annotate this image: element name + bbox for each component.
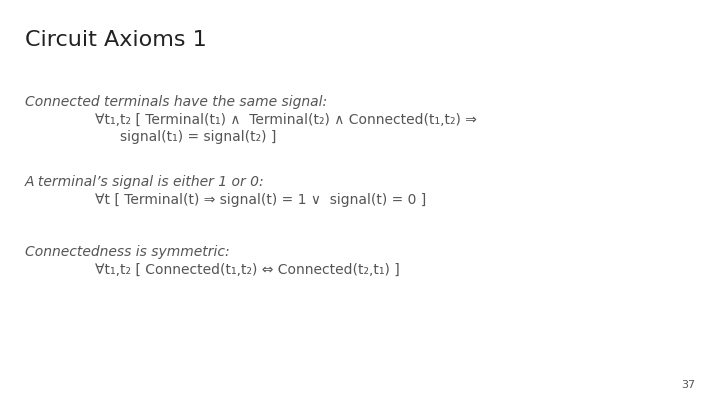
Text: Connectedness is symmetric:: Connectedness is symmetric:	[25, 245, 230, 259]
Text: ∀t [ Terminal(t) ⇒ signal(t) = 1 ∨  signal(t) = 0 ]: ∀t [ Terminal(t) ⇒ signal(t) = 1 ∨ signa…	[95, 193, 426, 207]
Text: ∀t₁,t₂ [ Connected(t₁,t₂) ⇔ Connected(t₂,t₁) ]: ∀t₁,t₂ [ Connected(t₁,t₂) ⇔ Connected(t₂…	[95, 263, 400, 277]
Text: 37: 37	[681, 380, 695, 390]
Text: ∀t₁,t₂ [ Terminal(t₁) ∧  Terminal(t₂) ∧ Connected(t₁,t₂) ⇒: ∀t₁,t₂ [ Terminal(t₁) ∧ Terminal(t₂) ∧ C…	[95, 113, 477, 127]
Text: Connected terminals have the same signal:: Connected terminals have the same signal…	[25, 95, 327, 109]
Text: A terminal’s signal is either 1 or 0:: A terminal’s signal is either 1 or 0:	[25, 175, 265, 189]
Text: signal(t₁) = signal(t₂) ]: signal(t₁) = signal(t₂) ]	[120, 130, 276, 144]
Text: Circuit Axioms 1: Circuit Axioms 1	[25, 30, 207, 50]
